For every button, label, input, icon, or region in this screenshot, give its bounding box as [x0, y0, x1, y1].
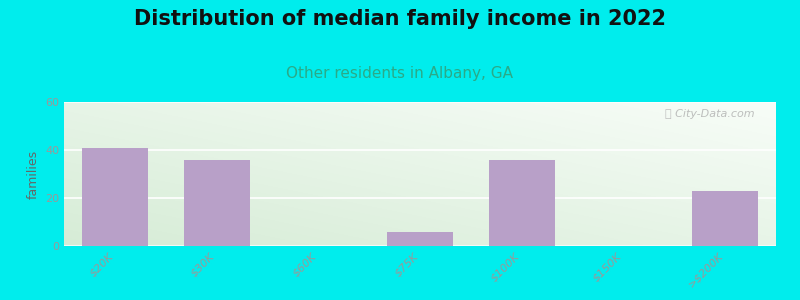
- Bar: [489, 160, 554, 246]
- Bar: [82, 148, 148, 246]
- Bar: [692, 191, 758, 246]
- Y-axis label: families: families: [26, 149, 39, 199]
- Text: Other residents in Albany, GA: Other residents in Albany, GA: [286, 66, 514, 81]
- Text: ⓘ City-Data.com: ⓘ City-Data.com: [665, 109, 754, 119]
- Bar: [183, 160, 250, 246]
- Bar: [387, 232, 453, 246]
- Text: Distribution of median family income in 2022: Distribution of median family income in …: [134, 9, 666, 29]
